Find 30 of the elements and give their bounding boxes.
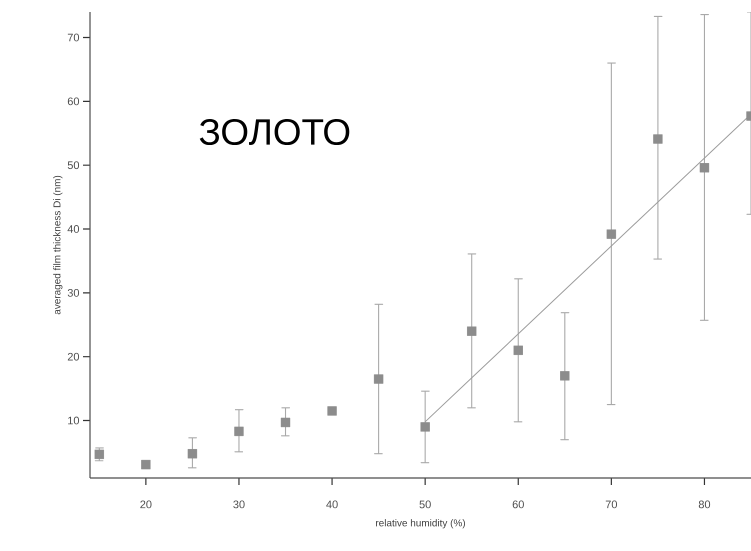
point xyxy=(653,134,663,144)
point xyxy=(560,371,570,381)
point xyxy=(234,426,244,436)
x-tick-label: 30 xyxy=(233,500,245,508)
x-tick-label: 20 xyxy=(140,500,152,508)
y-tick-label: 60 xyxy=(68,97,80,106)
y-tick-label: 50 xyxy=(68,161,80,170)
y-tick-label: 40 xyxy=(68,225,80,233)
x-tick-label: 50 xyxy=(420,500,431,508)
point xyxy=(188,449,198,458)
x-tick-label: 60 xyxy=(512,500,524,508)
point xyxy=(141,460,151,470)
annotation: ЗОЛОТО xyxy=(200,118,350,146)
x-tick-label: 70 xyxy=(606,500,618,508)
point xyxy=(514,346,523,356)
point xyxy=(467,326,476,336)
point xyxy=(606,229,616,239)
y-axis-title: averaged film thickness Di (nm) xyxy=(53,176,62,314)
y-tick-label: 70 xyxy=(68,34,80,42)
y-tick-label: 30 xyxy=(68,288,80,297)
point xyxy=(700,163,710,172)
point xyxy=(327,406,337,416)
x-axis-title: relative humidity (%) xyxy=(376,519,465,528)
y-tick-label: 20 xyxy=(68,352,80,361)
point xyxy=(420,422,430,432)
point xyxy=(374,374,384,384)
x-tick-label: 80 xyxy=(698,500,710,508)
y-tick-label: 10 xyxy=(68,416,80,424)
x-tick-label: 40 xyxy=(326,500,338,508)
point xyxy=(280,418,290,428)
